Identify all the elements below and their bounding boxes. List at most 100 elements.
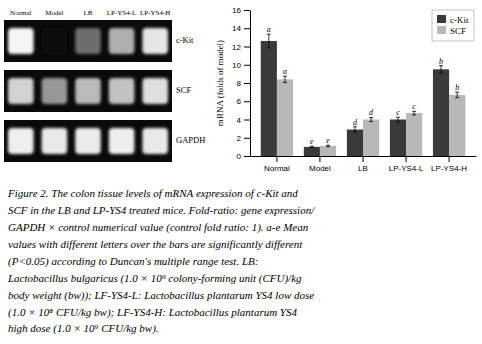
gel: c-KitSCFGAPDHNormalModelLBLP-YS4-LLP-YS4… [4,9,205,162]
error-bar [310,146,314,147]
series [261,34,449,156]
bar-letter: e [310,137,314,146]
x-tick: Normal [264,156,290,173]
error-bar [439,66,443,73]
bar [261,41,277,156]
gel-band [142,78,168,104]
caption-line: high dose (1.0 × 10⁹ CFU/kg bw). [8,322,159,335]
bar-letter: b [455,83,459,92]
y-tick-label: 4 [237,116,242,125]
y-tick-mark [244,138,250,139]
legend: c-KitSCF [432,10,474,41]
y-axis-title: mRNA (folds of model) [215,40,225,126]
x-tick: Model [309,156,331,173]
gel-row [4,20,172,62]
x-tick-mark [276,156,277,162]
y-tick: 12 [232,43,250,52]
error-bar [412,111,416,115]
x-tick-label: Normal [264,164,290,173]
gel-band [75,28,101,54]
y-tick-mark [244,28,250,29]
legend-label: c-Kit [450,15,469,25]
gel-band [75,128,101,154]
gel-row-label: c-Kit [176,35,194,45]
caption-line: SCF in the LB and LP-YS4 treated mice. F… [8,204,315,216]
gel-band [109,78,135,104]
y-tick-mark [244,101,250,102]
error-bar [369,117,373,121]
legend-label: SCF [450,26,466,36]
legend-swatch [437,15,446,23]
x-tick-label: Model [309,164,331,173]
x-tick-label: LB [358,164,368,173]
legend-item: c-Kit [437,15,469,25]
y-tick-mark [244,156,250,157]
bar-letter: c [412,102,416,111]
y-tick: 8 [237,79,250,88]
bar [449,95,465,156]
gel-row-label: GAPDH [176,135,205,145]
bar-letter: c [396,108,400,117]
x-tick-mark [406,156,407,162]
caption-line: values with different letters over the b… [8,238,303,250]
error-bar [326,145,330,146]
caption-line: (P<0.05) according to Duncan's multiple … [8,255,258,268]
caption-line: Figure 2. The colon tissue levels of mRN… [7,187,298,199]
y-tick-label: 0 [237,152,242,161]
x-tick-mark [363,156,364,162]
y-tick: 14 [232,24,250,33]
error-bar [267,34,271,48]
x-tick-label: LP-YS4-L [389,164,424,173]
y-tick-label: 8 [237,79,242,88]
bar-letter: a [283,67,287,76]
bar [390,120,406,157]
y-tick: 16 [232,6,250,15]
bar [320,146,336,156]
series [277,76,465,156]
bar-letter: e [326,136,330,145]
bar [433,69,449,156]
y-tick-mark [244,83,250,84]
gel-lane-label: LB [84,9,93,17]
y-tick: 0 [237,152,250,161]
gel-band [8,28,34,54]
gel-lane-label: Model [45,9,63,17]
caption-line: GAPDH × control numerical value (control… [8,221,309,234]
gel-band [42,78,68,104]
bar-letter: a [267,25,271,34]
gel-lane-label: LP-YS4-H [140,9,170,17]
bar [347,130,363,156]
gel-row-background [4,20,172,62]
gel-band [42,28,68,54]
y-tick-label: 2 [237,134,242,143]
x-tick: LP-YS4-H [431,156,467,173]
gel-band [109,28,135,54]
gel-row [4,120,172,162]
bar-letter: b [439,57,443,66]
gel-row-background [4,120,172,162]
y-tick-label: 6 [237,97,242,106]
y-tick-mark [244,65,250,66]
bar [406,113,422,156]
bar [304,147,320,156]
caption-line: Lactobacillus bulgaricus (1.0 × 10⁹ colo… [7,272,302,285]
gel-band [8,78,34,104]
error-bar [353,127,357,132]
gel-lane-label: LP-YS4-L [107,9,137,17]
bar [363,120,379,157]
bar-chart: aedcbaedcb0246810121416NormalModelLBLP-Y… [215,6,477,173]
x-tick-label: LP-YS4-H [431,164,467,173]
y-tick-label: 14 [232,24,241,33]
x-axis: Normal Model LB LP-YS4-L LP-YS4-H [251,156,477,173]
legend-item: SCF [437,26,466,36]
error-bars [283,76,459,147]
y-tick: 6 [237,97,250,106]
gel-band [42,128,68,154]
gel-row-background [4,70,172,112]
y-tick: 2 [237,134,250,143]
gel-row [4,70,172,112]
x-tick-mark [449,156,450,162]
gel-band [109,128,135,154]
x-tick-mark [319,156,320,162]
bar [277,79,293,156]
